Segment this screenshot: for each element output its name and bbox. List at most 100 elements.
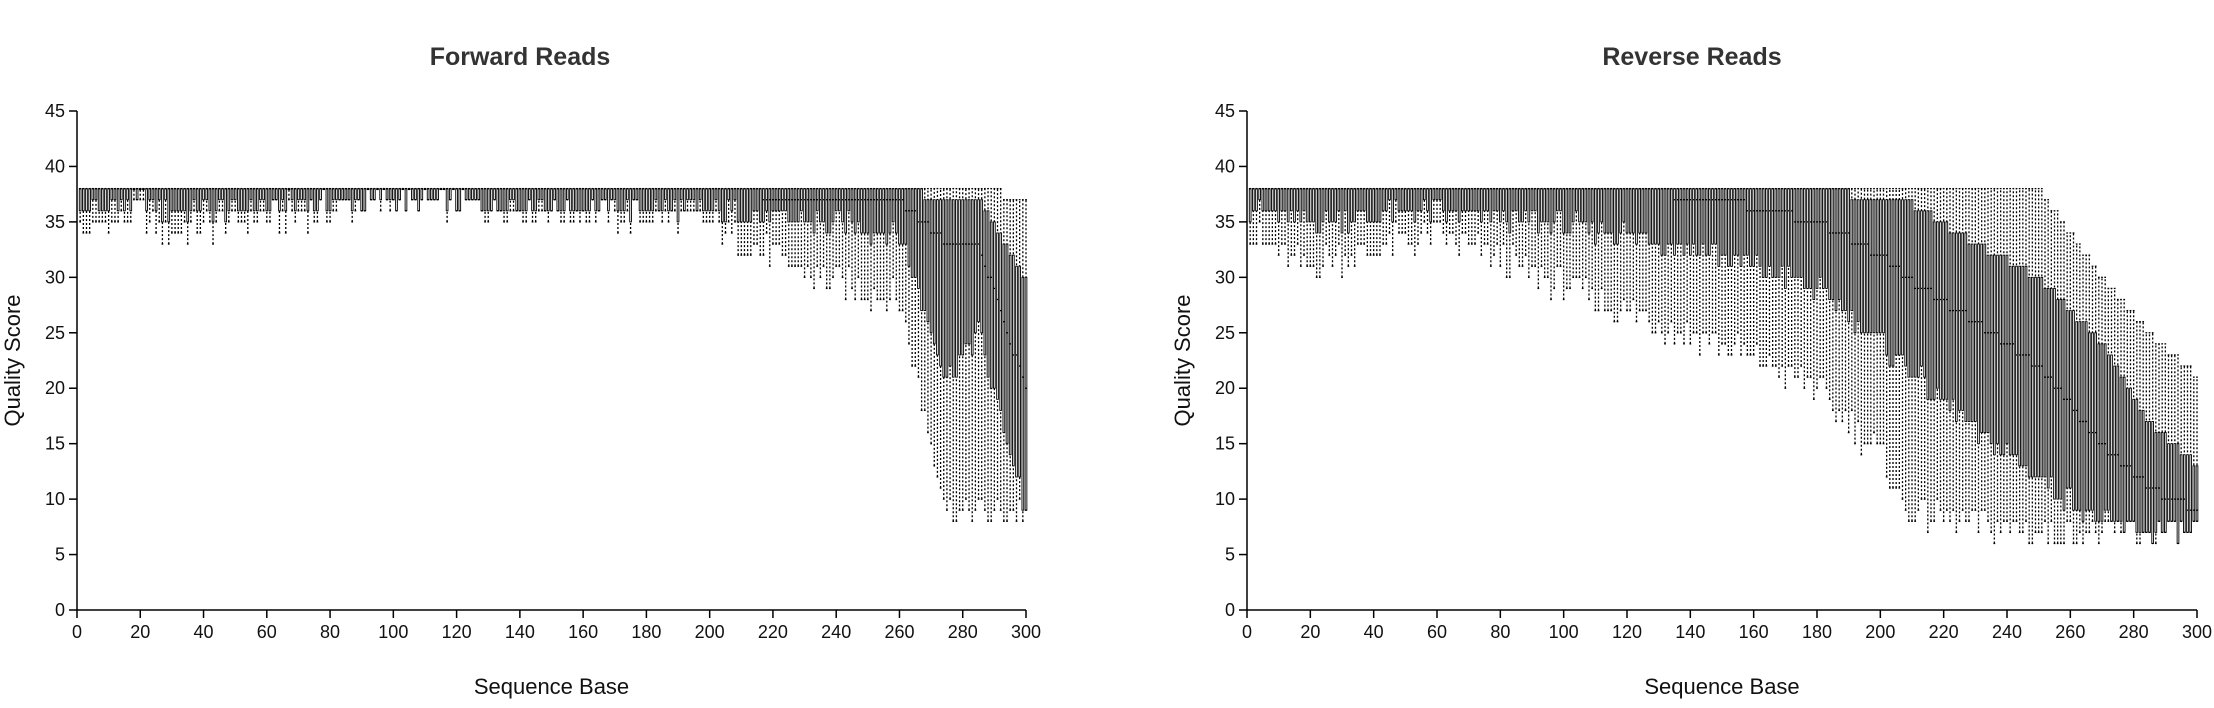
box [218, 188, 221, 201]
box [676, 188, 680, 223]
box [1882, 199, 1885, 334]
box [528, 188, 531, 201]
box-289 [2160, 343, 2164, 534]
box-60 [1435, 187, 1439, 223]
box-163 [591, 187, 594, 201]
box [2179, 454, 2183, 522]
box-47 [1394, 187, 1398, 223]
box [1644, 188, 1648, 234]
y-tick-label: 45 [45, 101, 65, 121]
box [2015, 265, 2018, 456]
box [233, 188, 237, 201]
box [1578, 188, 1581, 223]
box-271 [2103, 276, 2107, 522]
box-50 [233, 187, 237, 212]
box [145, 188, 148, 212]
box [913, 188, 917, 278]
box-80 [1499, 187, 1502, 267]
box-152 [1727, 187, 1730, 356]
x-axis-label: Sequence Base [1644, 674, 1799, 699]
box [689, 188, 693, 201]
box-87 [1521, 187, 1524, 267]
box [850, 188, 854, 223]
box-29 [1337, 187, 1341, 245]
box-72 [303, 187, 307, 212]
box-26 [157, 187, 161, 223]
box [104, 188, 107, 212]
box [1910, 199, 1914, 378]
box [683, 188, 686, 212]
box [1527, 188, 1531, 223]
box [739, 188, 743, 223]
box-148 [543, 187, 547, 212]
box-250 [2037, 187, 2040, 534]
box-88 [1524, 187, 1527, 256]
x-tick-label: 220 [758, 622, 788, 642]
box [1856, 199, 1860, 323]
box [1435, 188, 1439, 201]
box-210 [739, 187, 743, 256]
box-86 [347, 187, 351, 201]
box-202 [1885, 187, 1888, 478]
box [2195, 465, 2199, 522]
box-254 [879, 187, 882, 301]
box-129 [1654, 187, 1657, 334]
box-205 [724, 187, 727, 234]
box [553, 188, 556, 201]
box [2021, 265, 2025, 467]
box-191 [1850, 187, 1854, 412]
box [1480, 188, 1483, 223]
box [664, 188, 667, 201]
box-41 [1375, 187, 1379, 256]
box-78 [322, 187, 326, 191]
box-178 [1809, 187, 1812, 378]
box [1974, 243, 1977, 422]
box-23 [148, 187, 152, 223]
box-275 [945, 187, 949, 511]
box [1600, 188, 1603, 223]
box [1018, 265, 1021, 478]
box [1356, 188, 1360, 212]
box [135, 188, 139, 201]
box-164 [1765, 187, 1768, 367]
box [1391, 188, 1394, 223]
box [1416, 188, 1420, 212]
box-168 [1777, 187, 1781, 378]
box [1720, 188, 1724, 256]
box-173 [1793, 187, 1797, 378]
box-38 [1366, 187, 1369, 256]
box [977, 199, 980, 323]
y-tick-label: 15 [45, 434, 65, 454]
box-144 [1701, 187, 1705, 334]
box [860, 188, 863, 234]
box [1337, 188, 1341, 212]
box-55 [1419, 187, 1423, 234]
box-167 [1774, 187, 1778, 367]
box [828, 188, 832, 234]
box [1704, 188, 1708, 256]
box [1660, 188, 1664, 256]
box-25 [1324, 187, 1328, 245]
box [1784, 188, 1787, 289]
box [426, 188, 430, 201]
box-224 [1955, 187, 1958, 534]
box-163 [1761, 187, 1765, 367]
box-249 [863, 187, 866, 301]
box [1350, 188, 1353, 223]
box-42 [208, 187, 212, 223]
box-263 [907, 187, 911, 345]
box-276 [948, 187, 952, 500]
box-73 [306, 187, 310, 234]
box-46 [221, 187, 224, 212]
box-270 [929, 187, 933, 445]
box [1255, 188, 1258, 212]
box-232 [1980, 187, 1983, 511]
box-113 [433, 187, 436, 201]
x-tick-label: 180 [1802, 622, 1832, 642]
box-172 [619, 187, 623, 223]
box-132 [493, 187, 496, 201]
box [154, 188, 158, 212]
box [2167, 443, 2170, 522]
box [1860, 199, 1863, 334]
box-138 [512, 187, 515, 212]
